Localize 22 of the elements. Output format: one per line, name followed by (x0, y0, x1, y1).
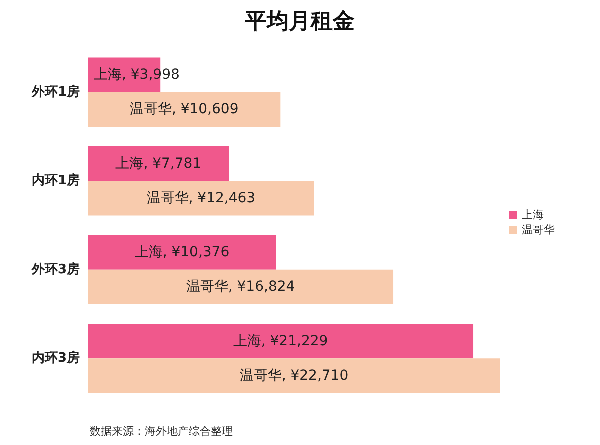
data-label: 上海, ¥21,229 (233, 333, 328, 350)
source-note: 数据来源：海外地产综合整理 (90, 425, 233, 438)
data-label: 温哥华, ¥16,824 (186, 279, 296, 296)
y-tick-label: 内环3房 (32, 350, 80, 366)
bar (88, 324, 474, 359)
y-tick-label: 外环3房 (30, 261, 80, 278)
chart-title: 平均月租金 (244, 10, 355, 34)
bar (88, 358, 500, 394)
data-label: 温哥华, ¥22,710 (240, 368, 349, 384)
y-tick-label: 内环1房 (32, 172, 80, 189)
bar (88, 92, 281, 127)
bar (88, 181, 314, 216)
bar (88, 146, 230, 182)
legend-label: 上海 (522, 208, 544, 222)
data-label: 上海, ¥7,781 (116, 156, 202, 172)
data-label: 上海, ¥10,376 (134, 244, 230, 261)
data-label: 温哥华, ¥10,609 (130, 102, 239, 118)
bar (88, 270, 394, 304)
bar (88, 235, 276, 270)
legend-label: 温哥华 (522, 224, 555, 236)
data-label: 温哥华, ¥12,463 (146, 190, 256, 206)
y-tick-label: 外环1房 (30, 84, 80, 100)
